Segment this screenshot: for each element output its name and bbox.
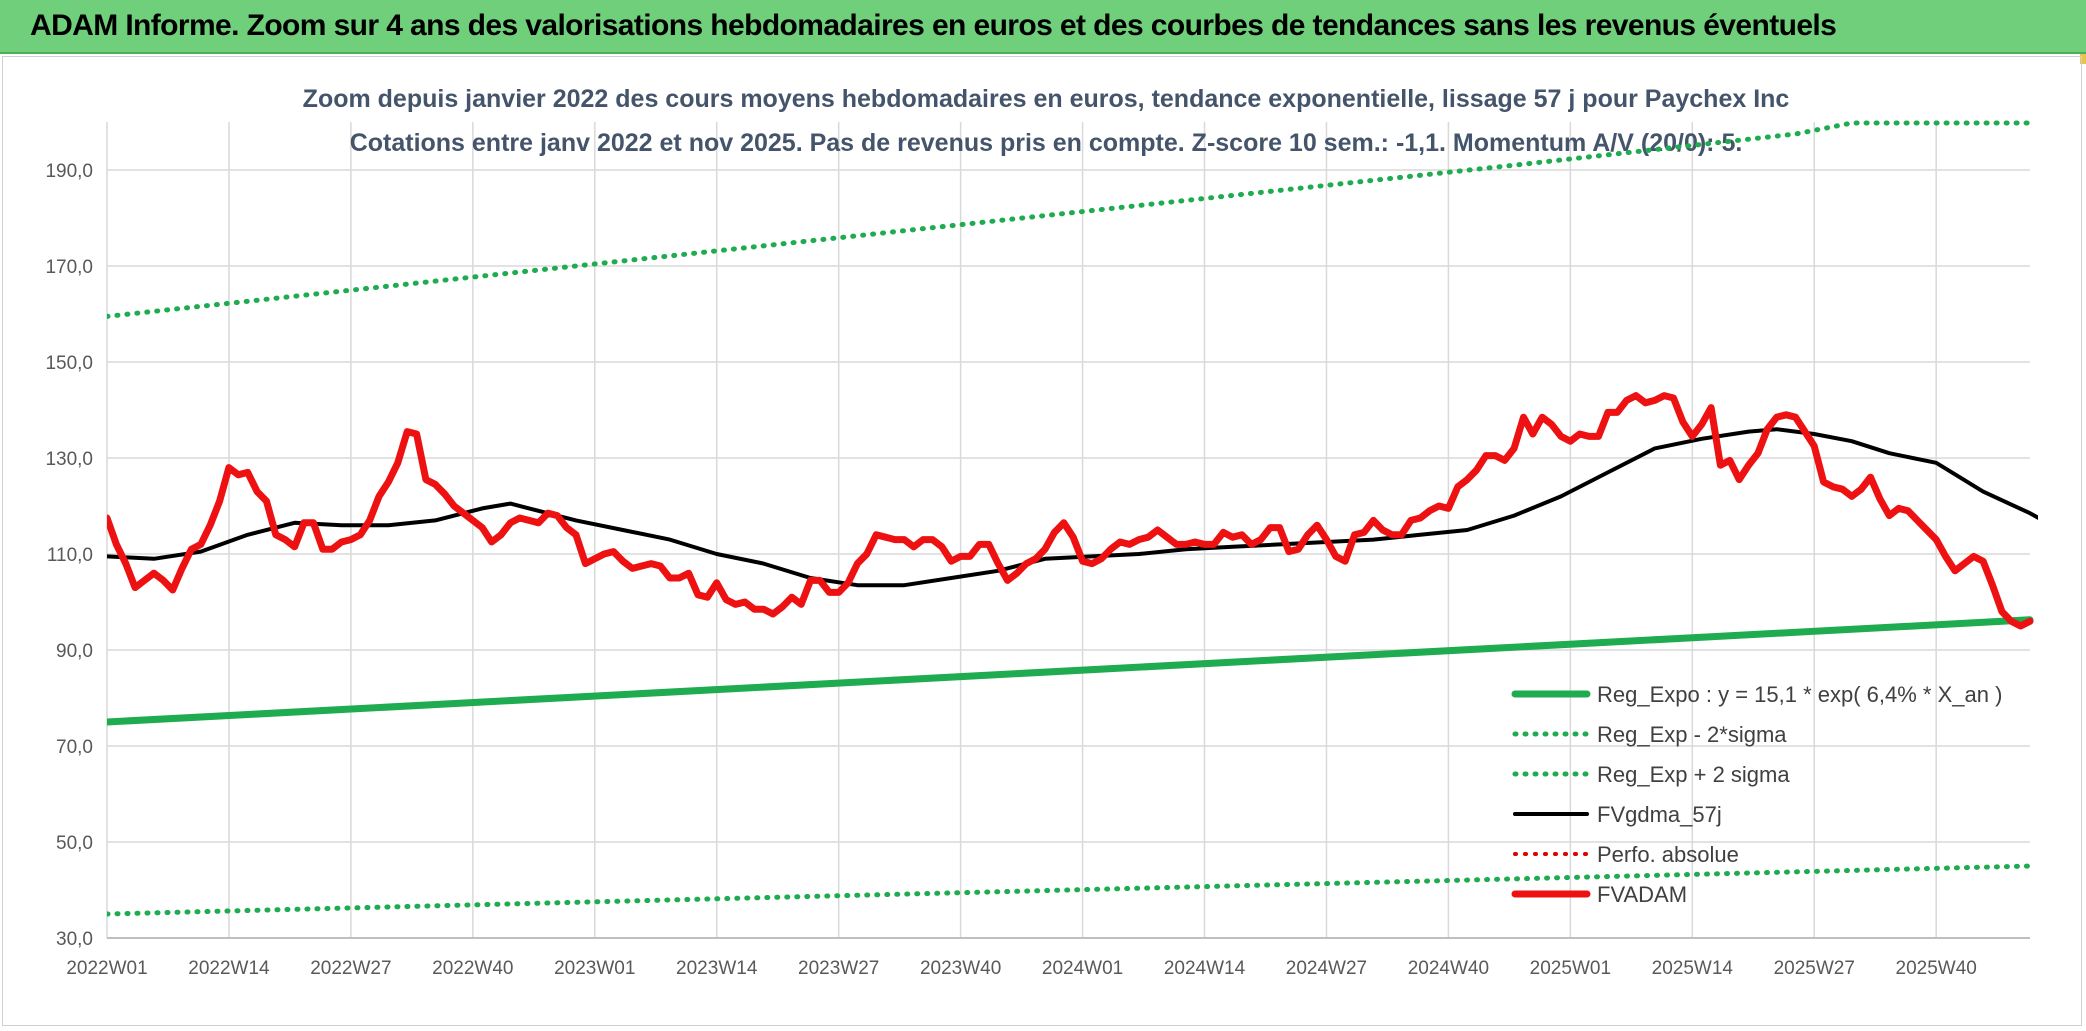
legend: Reg_Expo : y = 15,1 * exp( 6,4% * X_an )… (1511, 682, 2002, 907)
grid-lines (106, 122, 2030, 939)
y-tick-label: 190,0 (45, 161, 93, 182)
report-banner: ADAM Informe. Zoom sur 4 ans des valoris… (0, 0, 2086, 54)
banner-title: ADAM Informe. Zoom sur 4 ans des valoris… (30, 9, 1837, 42)
chart-frame (2, 56, 2082, 1026)
legend-label: Reg_Exp - 2*sigma (1597, 722, 1787, 747)
legend-label: Reg_Expo : y = 15,1 * exp( 6,4% * X_an ) (1597, 682, 2002, 707)
y-axis-ticks: 30,0 50,0 70,0 90,0 110,0 130,0 150,0 170,0 190,… (45, 161, 93, 950)
x-tick-label: 2022W40 (432, 958, 513, 979)
series-reg-exp-2-sigma-line (107, 863, 2033, 917)
series-fvgdma-57j-line (107, 427, 2038, 588)
y-tick-label: 170,0 (45, 257, 93, 278)
x-tick-label: 2025W14 (1652, 958, 1734, 979)
legend-label: Perfo. absolue (1597, 842, 1739, 867)
x-axis-ticks: 2022W01 2022W14 2022W27 2022W40 2023W01 2023W… (66, 958, 1977, 979)
legend-label: FVgdma_57j (1597, 802, 1722, 827)
x-tick-label: 2025W01 (1530, 958, 1611, 979)
x-tick-label: 2024W14 (1164, 958, 1246, 979)
x-tick-label: 2025W27 (1774, 958, 1855, 979)
x-tick-label: 2023W14 (676, 958, 758, 979)
x-tick-label: 2025W40 (1896, 958, 1977, 979)
legend-label: Reg_Exp + 2 sigma (1597, 762, 1790, 787)
series-reg-expo-line (107, 616, 2034, 726)
x-tick-label: 2023W40 (920, 958, 1001, 979)
y-tick-label: 30,0 (56, 929, 93, 950)
corner-marker (2080, 54, 2086, 64)
y-tick-label: 50,0 (56, 833, 93, 854)
x-tick-label: 2024W40 (1408, 958, 1489, 979)
x-tick-label: 2024W01 (1042, 958, 1123, 979)
x-tick-label: 2023W27 (798, 958, 879, 979)
y-tick-label: 150,0 (45, 353, 93, 374)
x-tick-label: 2022W01 (66, 958, 147, 979)
y-tick-label: 110,0 (47, 545, 93, 566)
x-tick-label: 2023W01 (554, 958, 635, 979)
series-reg-exp-2-sigma-line (107, 120, 2033, 319)
series-lines (107, 120, 2038, 917)
series-fvadam-line (107, 392, 2034, 630)
y-tick-label: 130,0 (45, 449, 93, 470)
x-tick-label: 2022W27 (310, 958, 391, 979)
y-tick-label: 70,0 (56, 737, 93, 758)
x-tick-label: 2022W14 (188, 958, 270, 979)
x-tick-label: 2024W27 (1286, 958, 1367, 979)
y-tick-label: 90,0 (56, 641, 93, 662)
chart-subtitle: Cotations entre janv 2022 et nov 2025. P… (350, 129, 1743, 157)
chart-title: Zoom depuis janvier 2022 des cours moyen… (303, 85, 1790, 113)
legend-label: FVADAM (1597, 882, 1687, 907)
